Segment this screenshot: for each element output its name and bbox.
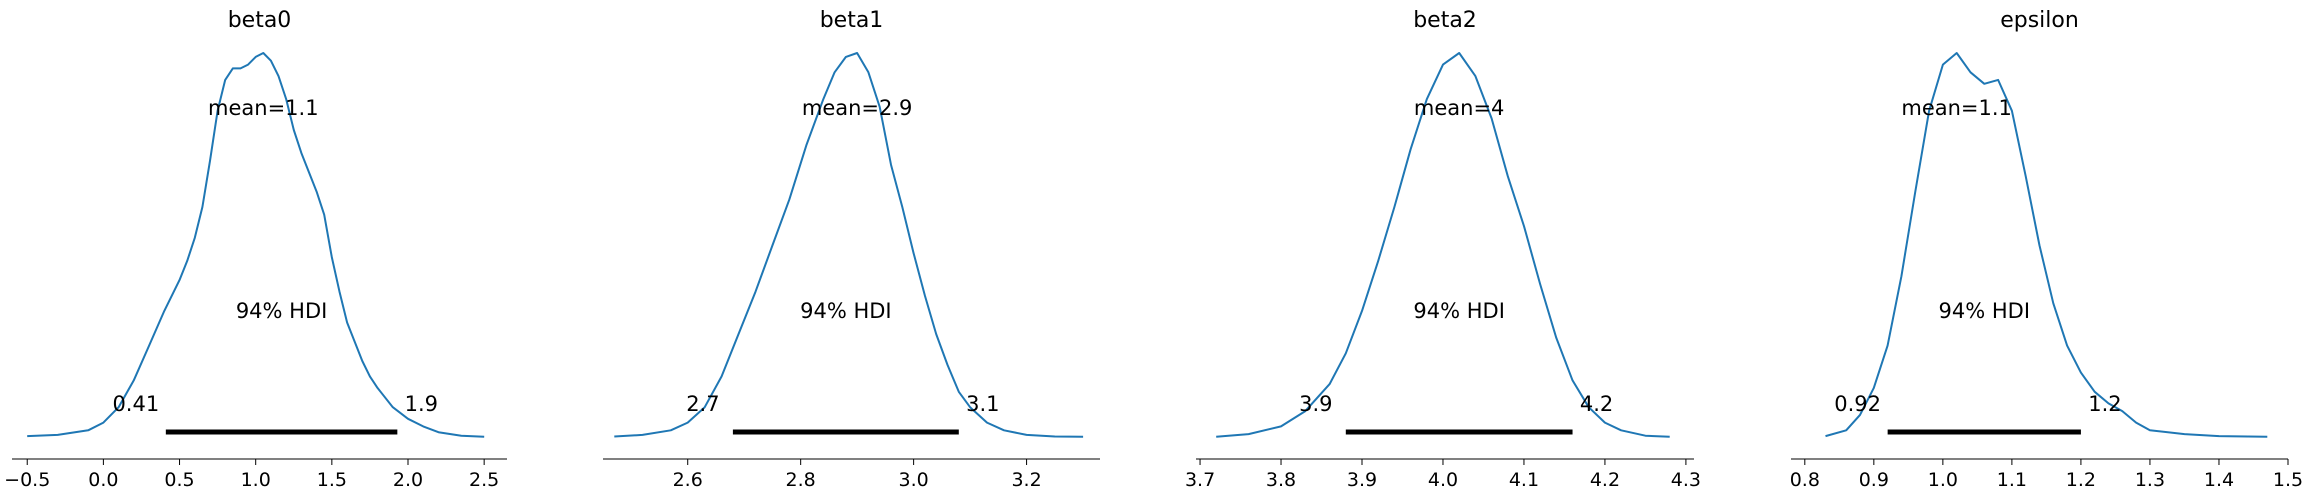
hdi-high-label: 4.2 [1580, 392, 1613, 416]
x-tick-label: 3.0 [899, 469, 929, 491]
x-tick-label: 4.2 [1590, 469, 1620, 491]
subplot-beta0: beta0 mean=1.1 94% HDI 0.41 1.9 −0.5 0.0 0.5 1.0… [4, 8, 507, 491]
mean-label: mean=1.1 [1901, 96, 2012, 120]
x-tick-label: 4.0 [1428, 469, 1458, 491]
x-tick-label: 3.2 [1011, 469, 1041, 491]
hdi-label: 94% HDI [1413, 299, 1505, 323]
x-tick-label: 1.2 [2066, 469, 2096, 491]
mean-label: mean=2.9 [802, 96, 913, 120]
subplot-title: epsilon [2000, 8, 2079, 33]
x-tick-label: 2.8 [786, 469, 816, 491]
x-tick-label: 3.8 [1266, 469, 1296, 491]
hdi-label: 94% HDI [800, 299, 892, 323]
x-tick-label: 1.3 [2135, 469, 2165, 491]
x-tick-label: 0.0 [88, 469, 118, 491]
density-line [1216, 52, 1670, 438]
hdi-label: 94% HDI [1939, 299, 2031, 323]
x-tick-label: 4.3 [1671, 469, 1701, 491]
x-tick-label: 1.0 [1928, 469, 1958, 491]
hdi-high-label: 3.1 [966, 392, 999, 416]
x-tick-label: 0.8 [1790, 469, 1820, 491]
hdi-low-label: 0.92 [1834, 392, 1881, 416]
subplot-title: beta1 [820, 8, 884, 33]
x-tick-label: 1.0 [241, 469, 271, 491]
x-tick-label: 0.5 [164, 469, 194, 491]
mean-label: mean=4 [1414, 96, 1505, 120]
x-tick-label: 0.9 [1859, 469, 1889, 491]
x-tick-label: 4.1 [1509, 469, 1539, 491]
hdi-high-label: 1.9 [405, 392, 438, 416]
density-line [614, 52, 1084, 438]
subplot-epsilon: epsilon mean=1.1 94% HDI 0.92 1.2 0.8 0.9 1.0 1.… [1790, 8, 2303, 491]
x-tick-label: 1.1 [1997, 469, 2027, 491]
x-tick-label: 1.5 [317, 469, 347, 491]
x-tick-label: 1.5 [2273, 469, 2303, 491]
hdi-label: 94% HDI [236, 299, 328, 323]
hdi-low-label: 2.7 [686, 392, 719, 416]
x-tick-label: 3.7 [1185, 469, 1215, 491]
density-line [1825, 52, 2268, 438]
x-tick-label: −0.5 [4, 469, 50, 491]
x-tick-label: 1.4 [2204, 469, 2234, 491]
subplot-beta1: beta1 mean=2.9 94% HDI 2.7 3.1 2.6 2.8 3.0 3.2 [603, 8, 1100, 491]
hdi-low-label: 3.9 [1299, 392, 1332, 416]
x-tick-label: 2.6 [673, 469, 703, 491]
subplot-title: beta2 [1413, 8, 1477, 33]
density-line [27, 52, 485, 438]
subplot-beta2: beta2 mean=4 94% HDI 3.9 4.2 3.7 3.8 3.9 4.0 4.1 4… [1185, 8, 1701, 491]
mean-label: mean=1.1 [208, 96, 319, 120]
hdi-low-label: 0.41 [112, 392, 159, 416]
hdi-high-label: 1.2 [2088, 392, 2121, 416]
x-tick-label: 3.9 [1347, 469, 1377, 491]
x-tick-label: 2.0 [393, 469, 423, 491]
x-tick-label: 2.5 [469, 469, 499, 491]
subplot-title: beta0 [228, 8, 292, 33]
